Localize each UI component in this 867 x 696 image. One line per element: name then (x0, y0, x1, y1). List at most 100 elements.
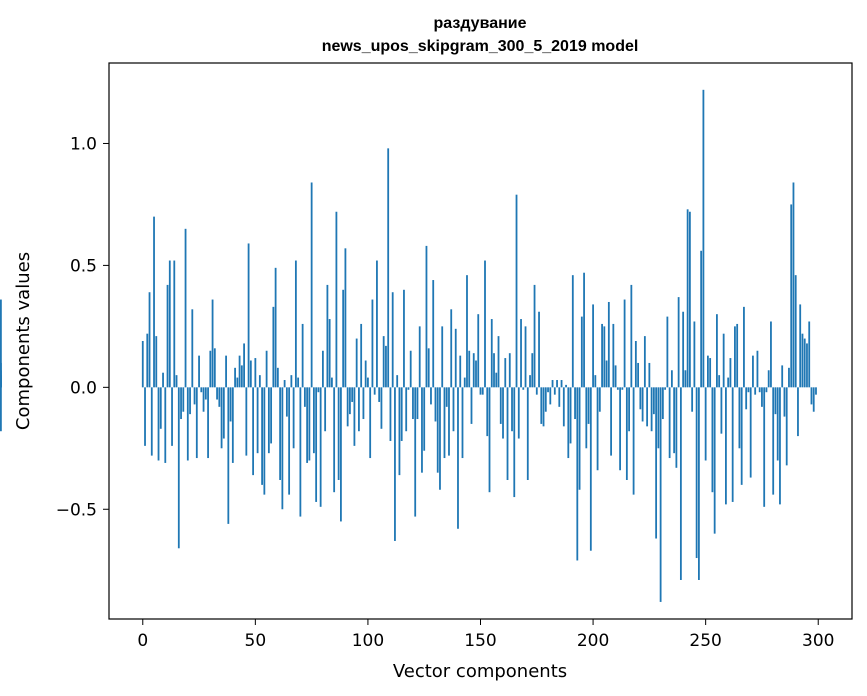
bar (227, 387, 230, 524)
bar (439, 387, 441, 490)
bar (686, 209, 689, 388)
bar (407, 387, 410, 390)
bar (634, 341, 637, 388)
bar (434, 387, 437, 422)
bar (806, 343, 808, 388)
bar (693, 321, 696, 388)
bar (321, 350, 324, 388)
bar (283, 380, 286, 388)
bar (209, 350, 212, 388)
bar (747, 387, 750, 393)
bar (779, 387, 781, 505)
bar (666, 316, 669, 388)
bar (722, 333, 725, 388)
bar (761, 387, 763, 407)
bar (677, 297, 680, 388)
bar (418, 326, 421, 388)
bar (765, 387, 768, 393)
bar (716, 314, 718, 388)
bar (616, 387, 619, 390)
bar (387, 148, 390, 388)
bar (216, 387, 218, 400)
bar (592, 304, 594, 388)
bar (261, 387, 263, 485)
bar (808, 321, 811, 388)
bar (576, 387, 579, 561)
bar (466, 275, 468, 388)
bar (191, 309, 194, 388)
x-tick-label: 150 (464, 631, 496, 651)
bar (385, 345, 387, 388)
bar (709, 358, 712, 388)
bar (612, 323, 615, 388)
bar (679, 387, 682, 580)
bar (265, 350, 268, 388)
bar (571, 275, 574, 388)
bar (682, 311, 685, 388)
bar (648, 362, 651, 388)
bar (306, 387, 309, 463)
bar (416, 387, 419, 420)
bar (369, 387, 372, 459)
bar (258, 375, 261, 388)
bar (166, 284, 169, 388)
plot-frame (108, 62, 853, 620)
bar (427, 348, 430, 388)
bar (463, 377, 466, 388)
bar (252, 387, 254, 476)
bar (423, 387, 426, 451)
bar (781, 365, 784, 388)
bar (202, 387, 205, 412)
bar (652, 387, 655, 415)
bar (673, 387, 676, 454)
bar (594, 375, 597, 388)
bar (299, 387, 302, 517)
bar (294, 260, 297, 388)
bar (398, 387, 401, 476)
bar (506, 387, 509, 480)
bar (452, 387, 455, 432)
bar (549, 387, 552, 405)
bar (655, 387, 658, 539)
bar (481, 387, 484, 395)
bar (695, 387, 698, 559)
bar (425, 245, 428, 388)
bar (731, 387, 734, 502)
y-axis-label: Components values (13, 252, 34, 430)
x-tick-label: 50 (245, 631, 267, 651)
bar (785, 387, 788, 466)
bar (727, 377, 730, 388)
bar (643, 336, 646, 388)
bar (497, 336, 500, 388)
bar (412, 387, 414, 420)
bar (711, 387, 714, 493)
bar (607, 301, 610, 388)
bar (229, 387, 232, 422)
bar (175, 375, 178, 388)
bar (704, 387, 707, 461)
bar (157, 387, 160, 461)
bar (335, 211, 338, 388)
bar (637, 362, 640, 388)
bar (315, 387, 318, 502)
bar (540, 387, 543, 424)
bar (461, 387, 464, 459)
bar (231, 387, 234, 463)
bar (353, 387, 356, 446)
bar (445, 387, 448, 407)
bar (470, 387, 473, 424)
bar (263, 387, 266, 495)
bar (774, 387, 777, 415)
bar (801, 333, 804, 388)
x-tick-label: 100 (352, 631, 384, 651)
bar (409, 350, 412, 388)
bar (312, 387, 315, 454)
y-tick-label: 0.0 (70, 378, 97, 398)
bar (565, 384, 567, 388)
bar (749, 387, 752, 478)
bar (238, 355, 241, 388)
bar (389, 387, 392, 441)
bar (459, 355, 462, 388)
bar (180, 387, 182, 420)
bar (378, 387, 381, 402)
